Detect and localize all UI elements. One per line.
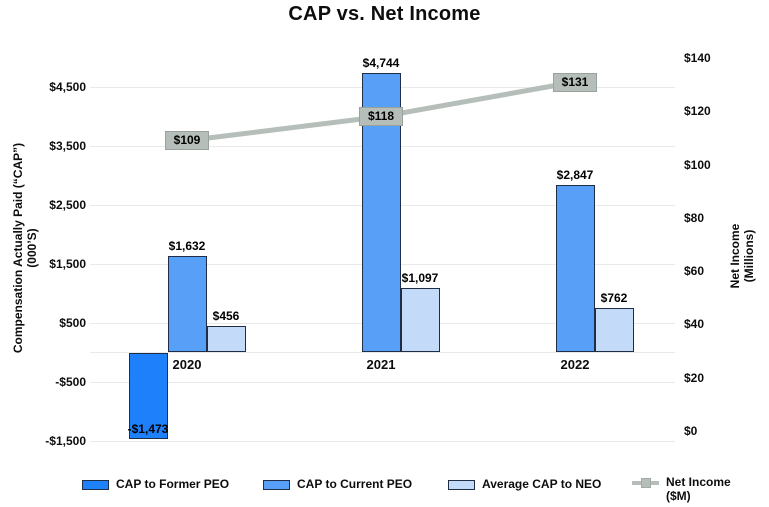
legend-swatch-cap-former-peo <box>82 480 109 490</box>
bar-data-label: -$1,473 <box>127 422 169 437</box>
legend-item-average-cap-neo: Average CAP to NEO <box>448 477 601 491</box>
bar-data-label: $456 <box>212 308 240 323</box>
left-axis-tick-label: -$1,500 <box>45 434 86 448</box>
bar-average-cap-to-neo-2021 <box>400 287 440 353</box>
bar-average-cap-to-neo-2020 <box>206 325 246 353</box>
legend-item-net-income: Net Income ($M) <box>632 475 731 503</box>
left-axis-tick-label: $500 <box>59 316 86 330</box>
legend-label-line1: Net Income <box>666 475 731 489</box>
category-label-2020: 2020 <box>172 356 202 372</box>
gridline <box>90 352 675 353</box>
left-axis-title-line1: Compensation Actually Paid (“CAP”) <box>11 142 25 354</box>
gridline <box>90 381 675 383</box>
left-axis-tick-label: $4,500 <box>49 80 86 94</box>
bar-average-cap-to-neo-2022 <box>594 307 634 353</box>
legend-line-marker-icon <box>632 475 659 490</box>
left-axis-tick-label: $1,500 <box>49 257 86 271</box>
net-income-point-label: $131 <box>553 72 597 92</box>
legend-label-line2: ($M) <box>666 489 691 503</box>
legend-item-cap-current-peo: CAP to Current PEO <box>263 477 412 491</box>
left-axis-tick-label: $3,500 <box>49 139 86 153</box>
category-label-2021: 2021 <box>366 356 396 372</box>
bar-data-label: $2,847 <box>556 167 594 182</box>
bar-data-label: $1,632 <box>168 239 206 254</box>
legend-item-cap-former-peo: CAP to Former PEO <box>82 477 229 491</box>
right-axis-tick-label: $140 <box>684 51 711 66</box>
legend-label: Net Income ($M) <box>666 475 731 503</box>
left-axis-tick-label: $2,500 <box>49 198 86 212</box>
bar-cap-to-current-peo-2020 <box>167 256 207 353</box>
bar-cap-to-former-peo-2020 <box>128 352 168 440</box>
legend-label: Average CAP to NEO <box>482 477 602 491</box>
right-axis-tick-label: $20 <box>684 370 705 385</box>
net-income-point-label: $118 <box>359 107 403 127</box>
right-axis-tick-label: $0 <box>684 424 698 438</box>
gridline <box>90 440 675 442</box>
bar-cap-to-current-peo-2022 <box>555 184 595 353</box>
legend-label: CAP to Current PEO <box>297 477 413 491</box>
bar-data-label: $762 <box>600 290 628 305</box>
right-axis-tick-label: $60 <box>684 264 705 279</box>
legend-label: CAP to Former PEO <box>116 477 230 491</box>
legend-swatch-average-cap-neo <box>448 480 475 490</box>
bar-data-label: $4,744 <box>362 55 400 70</box>
chart-title: CAP vs. Net Income <box>288 3 481 25</box>
legend-swatch-cap-current-peo <box>263 480 290 490</box>
category-label-2022: 2022 <box>560 356 590 372</box>
right-axis-tick-label: $100 <box>684 157 711 172</box>
net-income-point-label: $109 <box>165 131 209 151</box>
right-axis-tick-label: $40 <box>684 317 705 332</box>
left-axis-tick-label: -$500 <box>55 375 86 389</box>
bar-data-label: $1,097 <box>401 270 439 285</box>
legend-square-marker-icon <box>641 478 651 488</box>
right-axis-tick-label: $120 <box>684 104 711 119</box>
right-axis-tick-label: $80 <box>684 210 705 225</box>
